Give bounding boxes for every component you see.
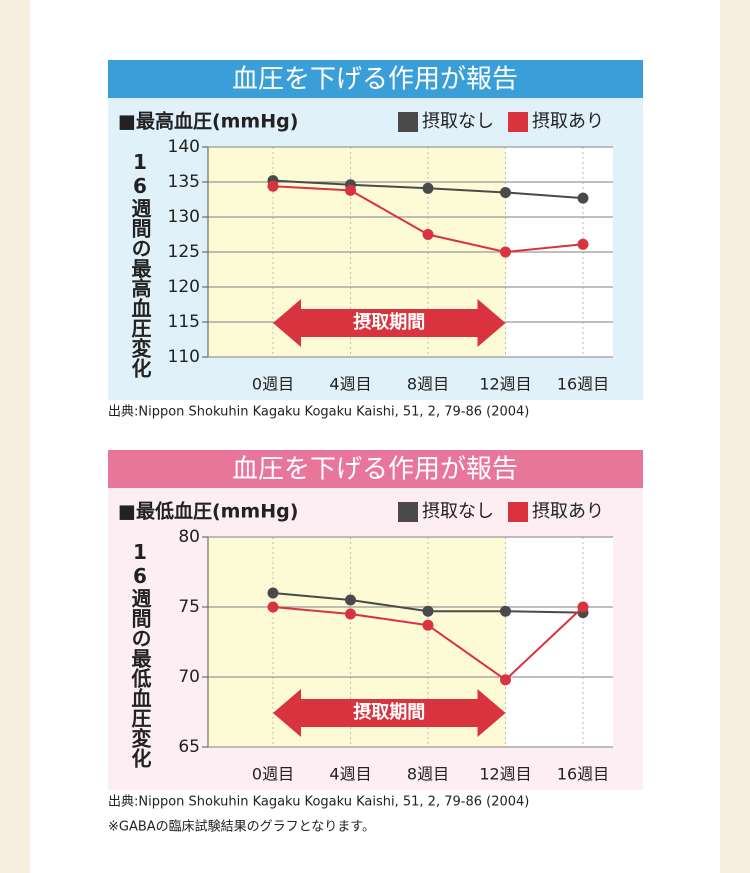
y-tick-label: 80	[178, 527, 200, 547]
y-tick-label: 110	[168, 347, 200, 367]
y-tick-label: 130	[168, 207, 200, 227]
data-point	[267, 180, 279, 192]
header	[108, 60, 643, 98]
data-point	[267, 587, 279, 599]
source: 出典:Nippon Shokuhin Kagaku Kogaku Kaishi,…	[108, 405, 529, 420]
legend-swatch	[398, 112, 418, 132]
x-tick-label: 4週目	[329, 375, 371, 394]
legend-swatch	[398, 502, 418, 522]
period-arrow	[273, 689, 506, 737]
period-label: 摂取期間	[353, 701, 425, 723]
y-tick-label: 135	[168, 172, 200, 192]
y-tick-label: 70	[178, 667, 200, 687]
data-point	[422, 229, 434, 240]
x-tick-label: 0週目	[252, 765, 294, 784]
x-tick-label: 8週目	[407, 375, 449, 394]
data-point	[500, 674, 511, 686]
data-point	[577, 238, 589, 250]
y-axis-label: 16週間の最高血圧変化	[128, 150, 152, 378]
y-tick-label: 120	[168, 277, 200, 297]
period-arrow	[273, 299, 506, 347]
x-tick-label: 8週目	[407, 765, 449, 784]
y-tick-label: 125	[168, 242, 200, 262]
source: 出典:Nippon Shokuhin Kagaku Kogaku Kaishi,…	[108, 795, 529, 810]
data-point	[500, 187, 511, 198]
x-tick-label: 0週目	[252, 375, 294, 394]
legend-label: 摂取なし	[422, 501, 494, 522]
y-tick-label: 115	[168, 312, 200, 332]
chart-title: 血圧を下げる作用が報告	[232, 65, 518, 95]
chart-title: 血圧を下げる作用が報告	[232, 455, 518, 485]
x-tick-label: 16週目	[557, 375, 609, 394]
y-axis-label: 16週間の最低血圧変化	[128, 540, 152, 768]
data-point	[422, 619, 434, 631]
data-point	[267, 601, 279, 613]
data-point	[345, 608, 356, 620]
data-point	[422, 605, 434, 617]
legend-label: 摂取なし	[422, 111, 494, 132]
header	[108, 450, 643, 488]
legend-swatch	[508, 112, 528, 132]
legend-swatch	[508, 502, 528, 522]
x-tick-label: 4週目	[329, 765, 371, 784]
data-point	[577, 192, 589, 204]
subtitle: ■最低血圧(mmHg)	[118, 500, 298, 523]
data-point	[577, 601, 589, 613]
data-point	[422, 182, 434, 194]
data-point	[345, 594, 356, 606]
period-label: 摂取期間	[353, 311, 425, 333]
x-tick-label: 12週目	[479, 375, 531, 394]
x-tick-label: 16週目	[557, 765, 609, 784]
data-point	[500, 246, 511, 258]
legend-label: 摂取あり	[532, 111, 604, 132]
y-tick-label: 75	[178, 597, 200, 617]
y-tick-label: 65	[178, 737, 200, 757]
note: ※GABAの臨床試験結果のグラフとなります。	[108, 819, 375, 835]
subtitle: ■最高血圧(mmHg)	[118, 110, 298, 133]
x-tick-label: 12週目	[479, 765, 531, 784]
legend-label: 摂取あり	[532, 501, 604, 522]
y-tick-label: 140	[168, 137, 200, 157]
data-point	[345, 184, 356, 196]
data-point	[500, 605, 511, 617]
